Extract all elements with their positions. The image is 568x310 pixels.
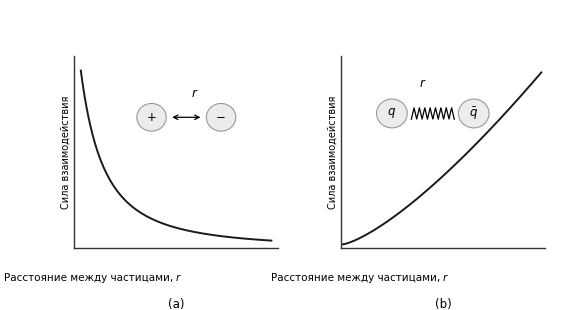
Circle shape xyxy=(458,99,489,128)
Text: $q$: $q$ xyxy=(387,106,396,121)
Circle shape xyxy=(206,104,236,131)
Text: Расстояние между частицами,: Расстояние между частицами, xyxy=(3,273,176,283)
Text: $\bar{q}$: $\bar{q}$ xyxy=(469,105,478,122)
Text: +: + xyxy=(147,111,156,124)
Text: −: − xyxy=(216,111,226,124)
Text: r: r xyxy=(443,273,447,283)
Text: $r$: $r$ xyxy=(191,87,198,100)
Y-axis label: Сила взаимодействия: Сила взаимодействия xyxy=(328,95,338,209)
Text: r: r xyxy=(176,273,180,283)
Circle shape xyxy=(377,99,407,128)
Y-axis label: Сила взаимодействия: Сила взаимодействия xyxy=(61,95,71,209)
Text: (a): (a) xyxy=(168,298,185,310)
Text: Расстояние между частицами,: Расстояние между частицами, xyxy=(270,273,443,283)
Text: $r$: $r$ xyxy=(419,78,427,91)
Circle shape xyxy=(137,104,166,131)
Text: (b): (b) xyxy=(435,298,452,310)
